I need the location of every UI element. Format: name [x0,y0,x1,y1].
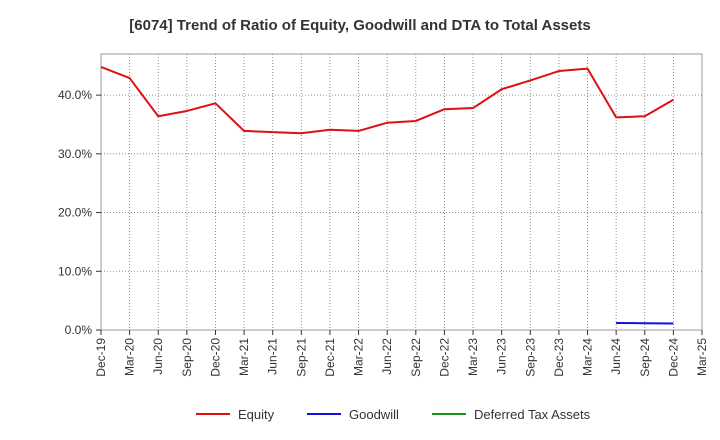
x-tick-label: Mar-23 [466,338,480,376]
x-axis: Dec-19 Mar-20 Jun-20 Sep-20 Dec-20 Mar-21 Jun-… [94,330,709,377]
x-tick-label: Dec-24 [666,338,680,377]
y-tick-label: 10.0% [58,264,92,278]
plot-area [100,53,703,331]
x-tick-label: Sep-23 [523,338,537,377]
x-tick-label: Dec-23 [552,338,566,377]
x-tick-label: Jun-21 [266,338,280,375]
x-tick-label: Dec-21 [323,338,337,377]
x-tick-label: Jun-23 [495,338,509,375]
x-tick-label: Sep-20 [180,338,194,377]
series-line-goodwill [616,321,674,325]
legend-label-goodwill: Goodwill [349,407,399,422]
x-tick-label: Mar-24 [581,338,595,376]
legend-label-equity: Equity [238,407,275,422]
x-tick-label: Dec-19 [94,338,108,377]
x-tick-label: Mar-20 [123,338,137,376]
x-tick-label: Jun-22 [380,338,394,375]
x-tick-label: Sep-22 [409,338,423,377]
y-tick-label: 40.0% [58,88,92,102]
x-tick-label: Mar-21 [237,338,251,376]
x-tick-label: Jun-20 [151,338,165,375]
x-tick-label: Jun-24 [609,338,623,375]
y-axis: 0.0% 10.0% 20.0% 30.0% 40.0% [58,88,101,337]
series-lines [100,65,674,325]
y-tick-label: 0.0% [65,323,93,337]
chart-title: [6074] Trend of Ratio of Equity, Goodwil… [129,17,590,34]
x-tick-label: Sep-24 [638,338,652,377]
legend-label-deferred-tax-assets: Deferred Tax Assets [474,407,591,422]
grid-lines [101,54,702,330]
x-tick-label: Mar-25 [695,338,709,376]
x-tick-label: Mar-22 [352,338,366,376]
legend: Equity Goodwill Deferred Tax Assets [196,407,591,422]
series-line-equity [100,65,674,135]
y-tick-label: 30.0% [58,147,92,161]
x-tick-label: Dec-20 [208,338,222,377]
x-tick-label: Dec-22 [437,338,451,377]
x-tick-label: Sep-21 [294,338,308,377]
y-tick-label: 20.0% [58,206,92,220]
